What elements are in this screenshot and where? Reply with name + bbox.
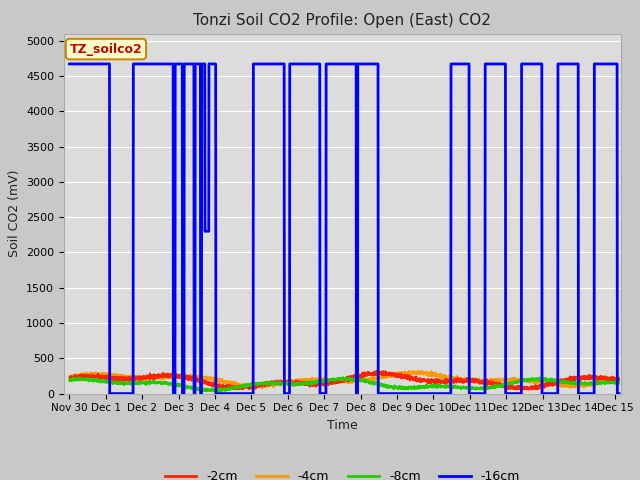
Y-axis label: Soil CO2 (mV): Soil CO2 (mV) xyxy=(8,170,20,257)
Text: TZ_soilco2: TZ_soilco2 xyxy=(70,43,142,56)
X-axis label: Time: Time xyxy=(327,419,358,432)
Legend: -2cm, -4cm, -8cm, -16cm: -2cm, -4cm, -8cm, -16cm xyxy=(160,465,525,480)
Title: Tonzi Soil CO2 Profile: Open (East) CO2: Tonzi Soil CO2 Profile: Open (East) CO2 xyxy=(193,13,492,28)
